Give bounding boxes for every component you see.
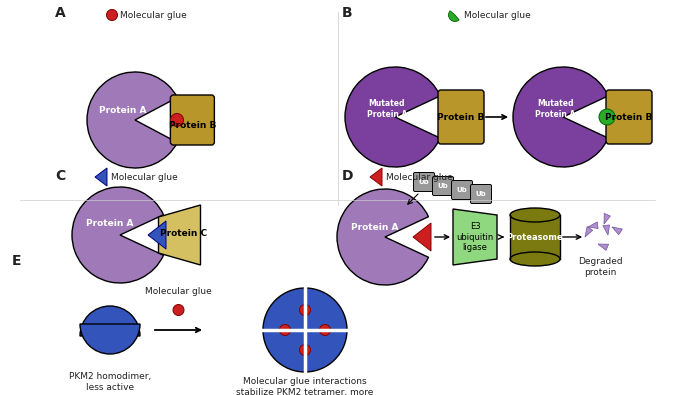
Wedge shape	[80, 306, 140, 336]
Text: Protein A: Protein A	[99, 105, 146, 115]
Text: Protein B: Protein B	[437, 113, 485, 122]
Text: Protein B: Protein B	[605, 113, 653, 122]
Text: Ub: Ub	[418, 179, 429, 185]
FancyBboxPatch shape	[438, 90, 484, 144]
Wedge shape	[345, 67, 440, 167]
Text: E3
ubiquitin
ligase: E3 ubiquitin ligase	[456, 222, 493, 252]
Text: B: B	[342, 6, 352, 20]
Circle shape	[279, 325, 290, 335]
Circle shape	[300, 344, 310, 356]
Polygon shape	[159, 205, 200, 265]
Text: Molecular glue: Molecular glue	[120, 11, 187, 19]
Wedge shape	[448, 11, 459, 21]
Polygon shape	[603, 225, 610, 235]
Ellipse shape	[510, 252, 560, 266]
Polygon shape	[370, 168, 382, 186]
Circle shape	[107, 9, 117, 21]
Circle shape	[599, 109, 615, 125]
Text: A: A	[55, 6, 65, 20]
Text: Protein A: Protein A	[86, 218, 134, 228]
Wedge shape	[513, 67, 608, 167]
Text: Ub: Ub	[437, 183, 448, 189]
Text: Proteasome: Proteasome	[507, 233, 564, 241]
FancyBboxPatch shape	[452, 181, 472, 199]
Wedge shape	[305, 288, 347, 330]
Text: D: D	[342, 169, 354, 183]
Polygon shape	[413, 223, 431, 251]
Text: Molecular glue: Molecular glue	[464, 11, 531, 19]
Text: Molecular glue: Molecular glue	[111, 173, 178, 181]
Circle shape	[300, 305, 310, 316]
Polygon shape	[604, 213, 610, 224]
Polygon shape	[585, 227, 593, 237]
Polygon shape	[612, 227, 622, 235]
FancyBboxPatch shape	[433, 177, 454, 196]
FancyBboxPatch shape	[414, 173, 435, 192]
Text: Mutated
Protein A: Mutated Protein A	[367, 99, 407, 119]
Wedge shape	[305, 330, 347, 372]
Text: Molecular glue: Molecular glue	[145, 288, 212, 297]
Wedge shape	[263, 288, 305, 330]
Polygon shape	[148, 221, 166, 249]
Polygon shape	[598, 244, 609, 250]
Text: E: E	[12, 254, 22, 268]
Circle shape	[173, 305, 184, 316]
Text: Molecular glue: Molecular glue	[386, 173, 453, 181]
Text: PKM2 homodimer,
less active: PKM2 homodimer, less active	[69, 372, 151, 392]
Bar	[510, 215, 560, 259]
Text: Protein B: Protein B	[169, 120, 216, 130]
FancyBboxPatch shape	[606, 90, 652, 144]
FancyBboxPatch shape	[170, 95, 215, 145]
Wedge shape	[87, 72, 178, 168]
Text: Protein C: Protein C	[160, 228, 207, 237]
Wedge shape	[72, 187, 163, 283]
Wedge shape	[337, 189, 429, 285]
Wedge shape	[263, 330, 305, 372]
Text: Degraded
protein: Degraded protein	[578, 257, 622, 277]
Polygon shape	[453, 209, 497, 265]
Ellipse shape	[510, 208, 560, 222]
Text: Ub: Ub	[456, 187, 467, 193]
Text: Molecular glue interactions
stabilize PKM2 tetramer, more
active: Molecular glue interactions stabilize PK…	[236, 377, 374, 395]
Circle shape	[171, 113, 184, 126]
Text: Mutated
Protein A: Mutated Protein A	[535, 99, 575, 119]
FancyBboxPatch shape	[470, 184, 491, 203]
Text: Protein A: Protein A	[351, 222, 399, 231]
Text: C: C	[55, 169, 65, 183]
Circle shape	[319, 325, 331, 335]
Polygon shape	[95, 168, 107, 186]
Text: Ub: Ub	[476, 191, 487, 197]
Wedge shape	[80, 324, 140, 354]
Polygon shape	[588, 222, 598, 229]
